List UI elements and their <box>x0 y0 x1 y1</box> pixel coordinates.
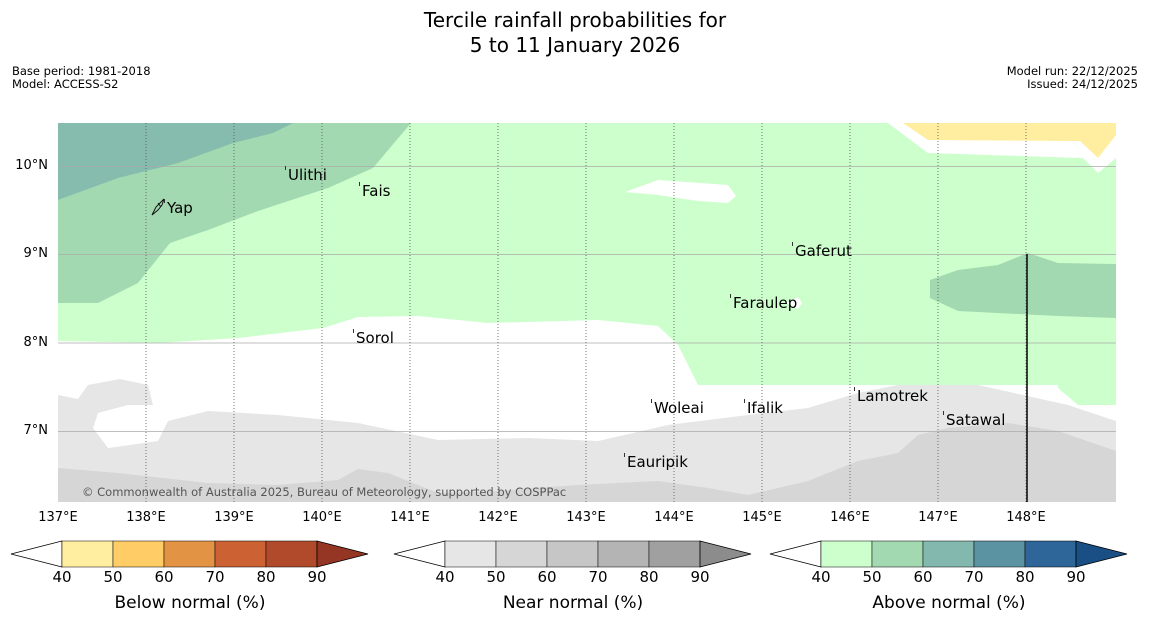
place-satawal: Satawal <box>942 411 1006 429</box>
cbar-above-seg-5 <box>1024 540 1077 568</box>
region-above-60-70 <box>58 123 293 200</box>
tick-40: 40 <box>811 568 831 586</box>
place-ulithi: Ulithi <box>285 166 327 184</box>
tick-60: 60 <box>913 568 933 586</box>
region-above-40-50 <box>58 123 1116 405</box>
tick-90: 90 <box>307 568 327 586</box>
cbar-near-seg-3 <box>546 540 599 568</box>
tick-70: 70 <box>964 568 984 586</box>
region-below-40-50 <box>903 123 1116 158</box>
title-line-1: Tercile rainfall probabilities for <box>423 8 727 32</box>
tick-60: 60 <box>537 568 557 586</box>
cbar-above-seg-4 <box>973 540 1026 568</box>
tick-80: 80 <box>256 568 276 586</box>
place-faraulep: Faraulep <box>729 294 798 312</box>
map-svg <box>58 123 1116 502</box>
issued-date: Issued: 24/12/2025 <box>1027 77 1138 91</box>
lon-label-141: 141°E <box>390 510 430 525</box>
place-lamotrek: Lamotrek <box>854 387 928 405</box>
lon-label-148: 148°E <box>1006 510 1046 525</box>
region-white-blob <box>786 297 802 309</box>
lat-label-7: 7°N <box>23 423 49 438</box>
cbar-above-label: Above normal (%) <box>872 593 1026 613</box>
cbar-near-over <box>699 540 752 568</box>
place-yap: Yap <box>164 199 193 217</box>
region-white-hole <box>625 180 736 203</box>
tick-50: 50 <box>486 568 506 586</box>
tick-40: 40 <box>435 568 455 586</box>
place-eauripik: Eauripik <box>624 453 688 471</box>
tick-70: 70 <box>588 568 608 586</box>
tick-40: 40 <box>52 568 72 586</box>
cbar-below-seg-5 <box>265 540 318 568</box>
cbar-near-label: Near normal (%) <box>502 593 644 613</box>
lon-label-146: 146°E <box>830 510 870 525</box>
tick-80: 80 <box>1015 568 1035 586</box>
cbar-above-over <box>1075 540 1128 568</box>
place-woleai: Woleai <box>651 399 704 417</box>
lon-label-137: 137°E <box>38 510 78 525</box>
model-run: Model run: 22/12/2025 <box>1006 64 1138 78</box>
graticule <box>58 123 1116 502</box>
lon-label-147: 147°E <box>918 510 958 525</box>
colorbar-near <box>393 540 752 568</box>
cbar-below-seg-1 <box>61 540 114 568</box>
tick-70: 70 <box>205 568 225 586</box>
region-above-50-60-east <box>930 253 1116 318</box>
tick-90: 90 <box>690 568 710 586</box>
lat-label-8: 8°N <box>23 335 49 350</box>
cbar-above-seg-2 <box>871 540 924 568</box>
tick-60: 60 <box>154 568 174 586</box>
cbar-below-seg-2 <box>112 540 165 568</box>
cbar-near-seg-2 <box>495 540 548 568</box>
cbar-below-seg-4 <box>214 540 267 568</box>
colorbar-below <box>10 540 369 568</box>
copyright-notice: © Commonwealth of Australia 2025, Bureau… <box>82 485 567 499</box>
tick-90: 90 <box>1066 568 1086 586</box>
lon-label-143: 143°E <box>566 510 606 525</box>
cbar-below-label: Below normal (%) <box>114 593 266 613</box>
place-fais: Fais <box>358 182 391 200</box>
base-period: Base period: 1981-2018 <box>12 64 151 78</box>
yap-island-icon <box>151 198 165 216</box>
lon-label-139: 139°E <box>214 510 254 525</box>
model-name: Model: ACCESS-S2 <box>12 77 119 91</box>
lat-label-10: 10°N <box>15 158 48 173</box>
lon-label-145: 145°E <box>742 510 782 525</box>
tick-50: 50 <box>103 568 123 586</box>
chart-title: Tercile rainfall probabilities for 5 to … <box>0 8 1150 58</box>
title-line-2: 5 to 11 January 2026 <box>469 33 681 57</box>
cbar-near-seg-1 <box>444 540 497 568</box>
cbar-above-seg-3 <box>922 540 975 568</box>
place-sorol: Sorol <box>353 329 394 347</box>
cbar-above-seg-1 <box>820 540 873 568</box>
place-ifalik: Ifalik <box>744 399 783 417</box>
cbar-below-over <box>316 540 369 568</box>
map <box>58 123 1116 502</box>
cbar-below-seg-3 <box>163 540 216 568</box>
cbar-near-under <box>393 540 446 568</box>
cbar-near-seg-5 <box>648 540 701 568</box>
meta-right: Model run: 22/12/2025 Issued: 24/12/2025 <box>1007 65 1138 91</box>
tick-80: 80 <box>639 568 659 586</box>
cbar-above-under <box>769 540 822 568</box>
lon-label-144: 144°E <box>654 510 694 525</box>
cbar-below-under <box>10 540 63 568</box>
lat-label-9: 9°N <box>23 246 49 261</box>
tick-50: 50 <box>862 568 882 586</box>
region-near-50-60 <box>58 423 1116 502</box>
lon-label-142: 142°E <box>478 510 518 525</box>
cbar-near-seg-4 <box>597 540 650 568</box>
lon-label-138: 138°E <box>126 510 166 525</box>
place-gaferut: Gaferut <box>792 242 852 260</box>
colorbar-above <box>769 540 1128 568</box>
meta-left: Base period: 1981-2018 Model: ACCESS-S2 <box>12 65 151 91</box>
lon-label-140: 140°E <box>302 510 342 525</box>
